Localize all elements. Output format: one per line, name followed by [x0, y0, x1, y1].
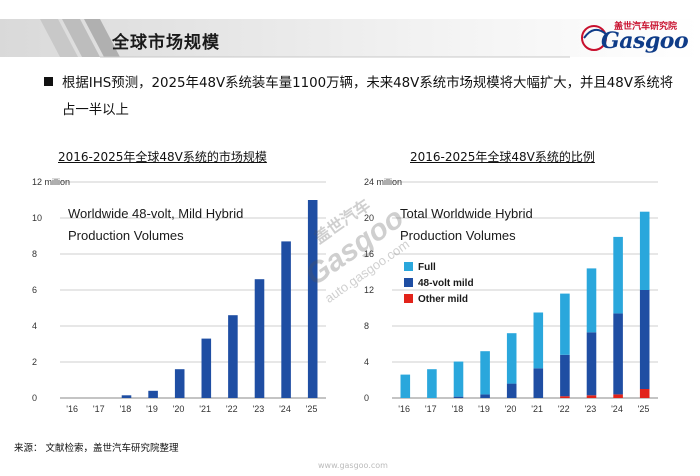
legend-swatch — [404, 294, 413, 303]
legend-label: Full — [418, 262, 436, 273]
right-stacked-bar-chart: 0 4 8 12 16 20 24 million Total Worldwide Hybri… — [364, 177, 658, 414]
bar-segment — [586, 395, 597, 398]
bar — [307, 200, 318, 398]
x-tick-label: '20 — [173, 404, 185, 414]
x-tick-label: '21 — [199, 404, 211, 414]
y-tick-label: 4 — [364, 357, 369, 367]
bar-segment — [560, 396, 570, 398]
bar — [281, 241, 291, 398]
left-bar-chart: 0 2 4 6 8 10 12 million Worldwide 48-volt, Mild… — [32, 177, 326, 414]
chart-title-line: Total Worldwide Hybrid — [400, 206, 533, 221]
page-title: 全球市场规模 — [112, 33, 220, 53]
bar-segment — [613, 394, 623, 398]
y-tick-label: 24 million — [364, 177, 402, 187]
legend-label: Other mild — [418, 294, 468, 305]
y-tick-label: 8 — [364, 321, 369, 331]
x-tick-label: '17 — [93, 404, 105, 414]
bar-segment — [453, 396, 464, 398]
x-tick-label: '17 — [425, 404, 437, 414]
legend-label: 48-volt mild — [418, 278, 474, 289]
x-tick-label: '24 — [279, 404, 291, 414]
bullet-paragraph: 根据IHS预测，2025年48V系统装车量1100万辆，未来48V系统市场规模将… — [62, 76, 674, 118]
y-tick-label: 2 — [32, 357, 37, 367]
x-tick-label: '19 — [146, 404, 158, 414]
bar-segment — [639, 290, 650, 389]
y-tick-label: 20 — [364, 213, 374, 223]
bar-segment — [586, 268, 597, 333]
bar-segment — [480, 351, 490, 395]
x-tick-label: '24 — [611, 404, 623, 414]
x-tick-label: '23 — [585, 404, 597, 414]
x-tick-label: '25 — [306, 404, 318, 414]
bar-segment — [533, 368, 544, 398]
x-tick-label: '16 — [66, 404, 78, 414]
bar-segment — [639, 211, 650, 290]
x-tick-label: '19 — [478, 404, 490, 414]
x-tick-label: '22 — [558, 404, 570, 414]
bar-segment — [639, 389, 650, 398]
y-tick-label: 12 — [364, 285, 374, 295]
x-tick-label: '18 — [120, 404, 132, 414]
bar — [254, 279, 265, 398]
bar — [228, 315, 238, 398]
bar — [201, 338, 212, 398]
bar-segment — [613, 236, 623, 314]
x-tick-label: '16 — [398, 404, 410, 414]
bar — [148, 390, 158, 398]
bar-segment — [506, 383, 517, 398]
y-tick-label: 16 — [364, 249, 374, 259]
y-tick-label: 6 — [32, 285, 37, 295]
x-tick-label: '23 — [253, 404, 265, 414]
bar-segment — [400, 374, 411, 398]
legend-swatch — [404, 262, 413, 271]
x-tick-label: '22 — [226, 404, 238, 414]
bar-segment — [506, 333, 517, 384]
y-tick-label: 12 million — [32, 177, 70, 187]
footer-url: www.gasgoo.com — [318, 461, 388, 470]
chart-title-line: Production Volumes — [68, 228, 184, 243]
x-tick-label: '18 — [452, 404, 464, 414]
bar-segment — [533, 312, 544, 369]
y-tick-label: 8 — [32, 249, 37, 259]
logo-chinese-text: 盖世汽车研究院 — [614, 22, 678, 32]
y-tick-label: 0 — [32, 393, 37, 403]
bar-segment — [560, 354, 570, 397]
x-tick-label: '21 — [531, 404, 543, 414]
x-tick-label: '25 — [638, 404, 650, 414]
chart-title-line: Worldwide 48-volt, Mild Hybrid — [68, 206, 243, 221]
logo-english-text: Gasgoo — [601, 28, 689, 54]
bar-segment — [613, 313, 623, 395]
bar-segment — [427, 369, 437, 398]
bullet-square-icon — [44, 77, 53, 86]
left-chart-heading: 2016-2025年全球48V系统的市场规模 — [58, 150, 267, 164]
bar-segment — [586, 332, 597, 396]
y-tick-label: 0 — [364, 393, 369, 403]
right-chart-heading: 2016-2025年全球48V系统的比例 — [410, 150, 595, 164]
x-tick-label: '20 — [505, 404, 517, 414]
bar — [121, 395, 132, 398]
bar-segment — [480, 394, 490, 398]
chart-title-line: Production Volumes — [400, 228, 516, 243]
y-tick-label: 4 — [32, 321, 37, 331]
bar — [174, 369, 185, 398]
header-band — [0, 19, 700, 58]
y-tick-label: 10 — [32, 213, 42, 223]
legend-swatch — [404, 278, 413, 287]
gasgoo-logo — [581, 25, 607, 51]
bar-segment — [453, 361, 464, 397]
bar-segment — [560, 293, 570, 355]
source-note: 来源： 文献检索，盖世汽车研究院整理 — [14, 443, 179, 454]
